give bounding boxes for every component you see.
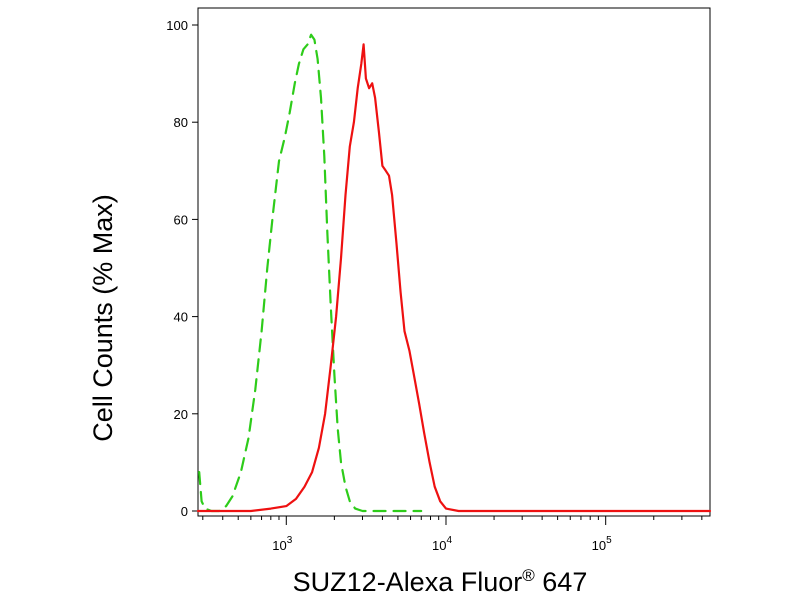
x-tick-label: 103 — [272, 535, 292, 553]
y-tick-label: 0 — [181, 504, 188, 519]
y-tick-label: 100 — [166, 18, 188, 33]
x-tick-label-exponent: 5 — [606, 535, 612, 546]
x-axis-title: SUZ12-Alexa Fluor® 647 — [293, 566, 588, 597]
x-tick-label-exponent: 4 — [446, 535, 452, 546]
y-tick-label: 80 — [174, 115, 188, 130]
y-tick-label: 60 — [174, 212, 188, 227]
x-axis-title-suffix: 647 — [535, 567, 588, 597]
y-tick-label: 40 — [174, 310, 188, 325]
x-tick-label-base: 10 — [272, 538, 286, 553]
x-tick-label-base: 10 — [592, 538, 606, 553]
series-line-control — [198, 33, 423, 513]
x-axis-title-main: SUZ12-Alexa Fluor — [293, 567, 523, 597]
x-tick-label: 104 — [432, 535, 452, 553]
x-tick-label-exponent: 3 — [287, 535, 293, 546]
y-tick-label: 20 — [174, 407, 188, 422]
x-axis-title-registered: ® — [522, 566, 535, 585]
y-axis: 0 20 40 60 80 100 — [166, 18, 198, 519]
plot-frame — [197, 7, 711, 517]
x-tick-label: 105 — [592, 535, 612, 553]
x-axis: 103 104 105 — [202, 516, 703, 553]
x-tick-label-base: 10 — [432, 538, 446, 553]
series-line-sample — [196, 43, 712, 513]
series-layer — [196, 33, 712, 513]
y-axis-title: Cell Counts (% Max) — [88, 194, 118, 442]
